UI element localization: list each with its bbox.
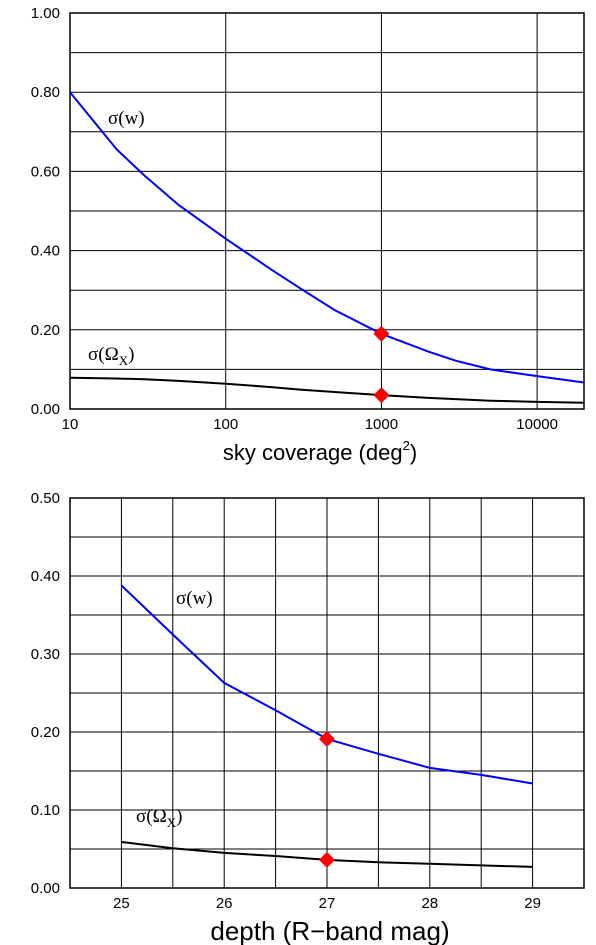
x-tick-label: 10 <box>62 416 79 433</box>
y-tick-label: 0.10 <box>31 802 60 819</box>
series-line-sigma-omega <box>69 376 585 404</box>
x-tick-label: 25 <box>113 895 130 912</box>
highlight-marker <box>373 325 390 342</box>
series-line-sigma-w <box>69 91 585 384</box>
y-tick-label: 0.60 <box>31 163 60 180</box>
chart-sky-coverage: 0.00 0.20 0.40 0.60 0.80 1.00 10 100 1000 10000 σ… <box>31 5 585 465</box>
series-label-sigma-omega: σ(ΩX) <box>88 344 134 368</box>
y-tick-label: 0.80 <box>31 84 60 101</box>
highlight-marker <box>319 731 335 748</box>
series-label-sigma-w: σ(w) <box>176 588 213 609</box>
plot-frame <box>69 497 585 889</box>
y-tick-label: 1.00 <box>31 5 60 22</box>
y-tick-label: 0.00 <box>31 880 60 897</box>
y-tick-label: 0.20 <box>31 724 60 741</box>
y-tick-label: 0.30 <box>31 646 60 663</box>
x-tick-label: 26 <box>216 895 233 912</box>
x-tick-label: 27 <box>319 895 336 912</box>
highlight-marker <box>319 851 335 868</box>
plot-frame <box>69 12 585 410</box>
y-tick-label: 0.20 <box>31 322 60 339</box>
x-tick-label: 10000 <box>516 416 558 433</box>
highlight-marker <box>373 387 390 404</box>
x-tick-label: 28 <box>421 895 438 912</box>
y-tick-label: 0.40 <box>31 568 60 585</box>
series-label-sigma-w: σ(w) <box>108 108 145 129</box>
x-tick-label: 1000 <box>365 416 398 433</box>
series-label-sigma-omega: σ(ΩX) <box>136 806 182 830</box>
x-axis-label: depth (R−band mag) <box>210 916 449 945</box>
x-tick-label: 29 <box>524 895 541 912</box>
x-axis-label: sky coverage (deg2) <box>223 438 417 465</box>
y-tick-label: 0.50 <box>31 490 60 507</box>
x-tick-label: 100 <box>213 416 238 433</box>
y-tick-label: 0.00 <box>31 401 60 418</box>
y-tick-label: 0.40 <box>31 243 60 260</box>
